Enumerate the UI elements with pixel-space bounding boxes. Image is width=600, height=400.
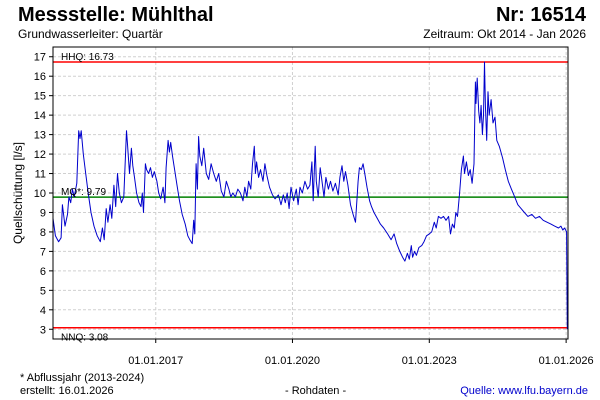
period-label: Zeitraum: Okt 2014 - Jan 2026 — [423, 27, 586, 41]
y-tick-label: 13 — [34, 130, 46, 142]
reference-labels: HHQ: 16.73 MQ*: 9.79 NNQ: 3.08 — [61, 52, 114, 344]
y-tick-label: 16 — [34, 71, 46, 83]
y-tick-label: 14 — [34, 110, 46, 122]
x-tick-label: 01.01.2023 — [402, 355, 457, 367]
chart-title: Messstelle: Mühlthal — [18, 4, 214, 26]
created-date: erstellt: 16.01.2026 — [20, 385, 114, 397]
series-layer — [52, 61, 568, 330]
y-tick-label: 10 — [34, 188, 46, 200]
y-tick-label: 3 — [40, 324, 46, 336]
y-tick-label: 8 — [40, 227, 46, 239]
reference-label-mq: MQ*: 9.79 — [61, 187, 106, 198]
x-axis-ticks: 01.01.2017 01.01.2020 01.01.2023 01.01.2026 — [128, 339, 594, 367]
y-tick-label: 17 — [34, 52, 46, 64]
y-tick-label: 6 — [40, 266, 46, 278]
footnote: * Abflussjahr (2013-2024) — [20, 372, 145, 384]
y-axis-ticks: 3 4 5 6 7 8 9 10 11 12 13 14 15 16 17 — [34, 52, 53, 336]
x-tick-label: 01.01.2017 — [128, 355, 183, 367]
y-tick-label: 4 — [40, 305, 46, 317]
y-tick-label: 9 — [40, 207, 46, 219]
y-tick-label: 5 — [40, 285, 46, 297]
series-line — [52, 61, 568, 330]
y-tick-label: 7 — [40, 246, 46, 258]
source-link[interactable]: Quelle: www.lfu.bayern.de — [460, 385, 588, 397]
station-number: Nr: 16514 — [495, 4, 586, 26]
x-tick-label: 01.01.2020 — [265, 355, 320, 367]
y-tick-label: 15 — [34, 91, 46, 103]
y-axis-label: Quellschüttung [l/s] — [11, 142, 25, 244]
reference-lines — [53, 61, 568, 329]
reference-label-hhq: HHQ: 16.73 — [61, 52, 114, 63]
y-tick-label: 11 — [35, 169, 46, 181]
reference-label-nnq: NNQ: 3.08 — [61, 333, 109, 344]
grid-layer — [53, 47, 568, 339]
raw-data-label: - Rohdaten - — [285, 385, 347, 397]
y-tick-label: 12 — [34, 149, 46, 161]
aquifer-label: Grundwasserleiter: Quartär — [18, 27, 163, 41]
x-tick-label: 01.01.2026 — [539, 355, 594, 367]
